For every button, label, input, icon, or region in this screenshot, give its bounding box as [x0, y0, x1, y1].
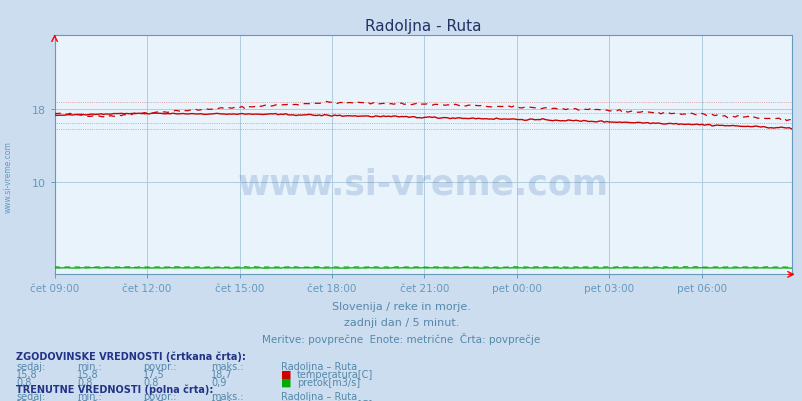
Text: www.si-vreme.com: www.si-vreme.com [3, 141, 13, 212]
Text: maks.:: maks.: [211, 391, 243, 401]
Text: 15,6: 15,6 [77, 399, 99, 401]
Text: povpr.:: povpr.: [143, 361, 176, 371]
Text: ■: ■ [281, 369, 291, 379]
Text: 15,8: 15,8 [77, 369, 99, 379]
Text: www.si-vreme.com: www.si-vreme.com [237, 167, 608, 201]
Text: 15,6: 15,6 [16, 399, 38, 401]
Text: Radoljna – Ruta: Radoljna – Ruta [281, 391, 357, 401]
Text: Radoljna – Ruta: Radoljna – Ruta [281, 361, 357, 371]
Text: temperatura[C]: temperatura[C] [297, 399, 373, 401]
Text: sedaj:: sedaj: [16, 391, 45, 401]
Text: 17,4: 17,4 [211, 399, 233, 401]
Text: Meritve: povprečne  Enote: metrične  Črta: povprečje: Meritve: povprečne Enote: metrične Črta:… [262, 332, 540, 344]
Text: 15,8: 15,8 [16, 369, 38, 379]
Text: ■: ■ [281, 399, 291, 401]
Text: TRENUTNE VREDNOSTI (polna črta):: TRENUTNE VREDNOSTI (polna črta): [16, 384, 213, 394]
Text: 16,5: 16,5 [143, 399, 164, 401]
Text: 0,9: 0,9 [211, 377, 226, 387]
Text: ■: ■ [281, 377, 291, 387]
Text: povpr.:: povpr.: [143, 391, 176, 401]
Text: 17,5: 17,5 [143, 369, 164, 379]
Text: 0,8: 0,8 [143, 377, 158, 387]
Text: zadnji dan / 5 minut.: zadnji dan / 5 minut. [343, 318, 459, 328]
Text: 0,8: 0,8 [77, 377, 92, 387]
Title: Radoljna - Ruta: Radoljna - Ruta [364, 18, 481, 34]
Text: min.:: min.: [77, 391, 102, 401]
Text: pretok[m3/s]: pretok[m3/s] [297, 377, 360, 387]
Text: sedaj:: sedaj: [16, 361, 45, 371]
Text: 18,7: 18,7 [211, 369, 233, 379]
Text: min.:: min.: [77, 361, 102, 371]
Text: ZGODOVINSKE VREDNOSTI (črtkana črta):: ZGODOVINSKE VREDNOSTI (črtkana črta): [16, 350, 245, 361]
Text: temperatura[C]: temperatura[C] [297, 369, 373, 379]
Text: Slovenija / reke in morje.: Slovenija / reke in morje. [332, 302, 470, 312]
Text: maks.:: maks.: [211, 361, 243, 371]
Text: 0,8: 0,8 [16, 377, 31, 387]
